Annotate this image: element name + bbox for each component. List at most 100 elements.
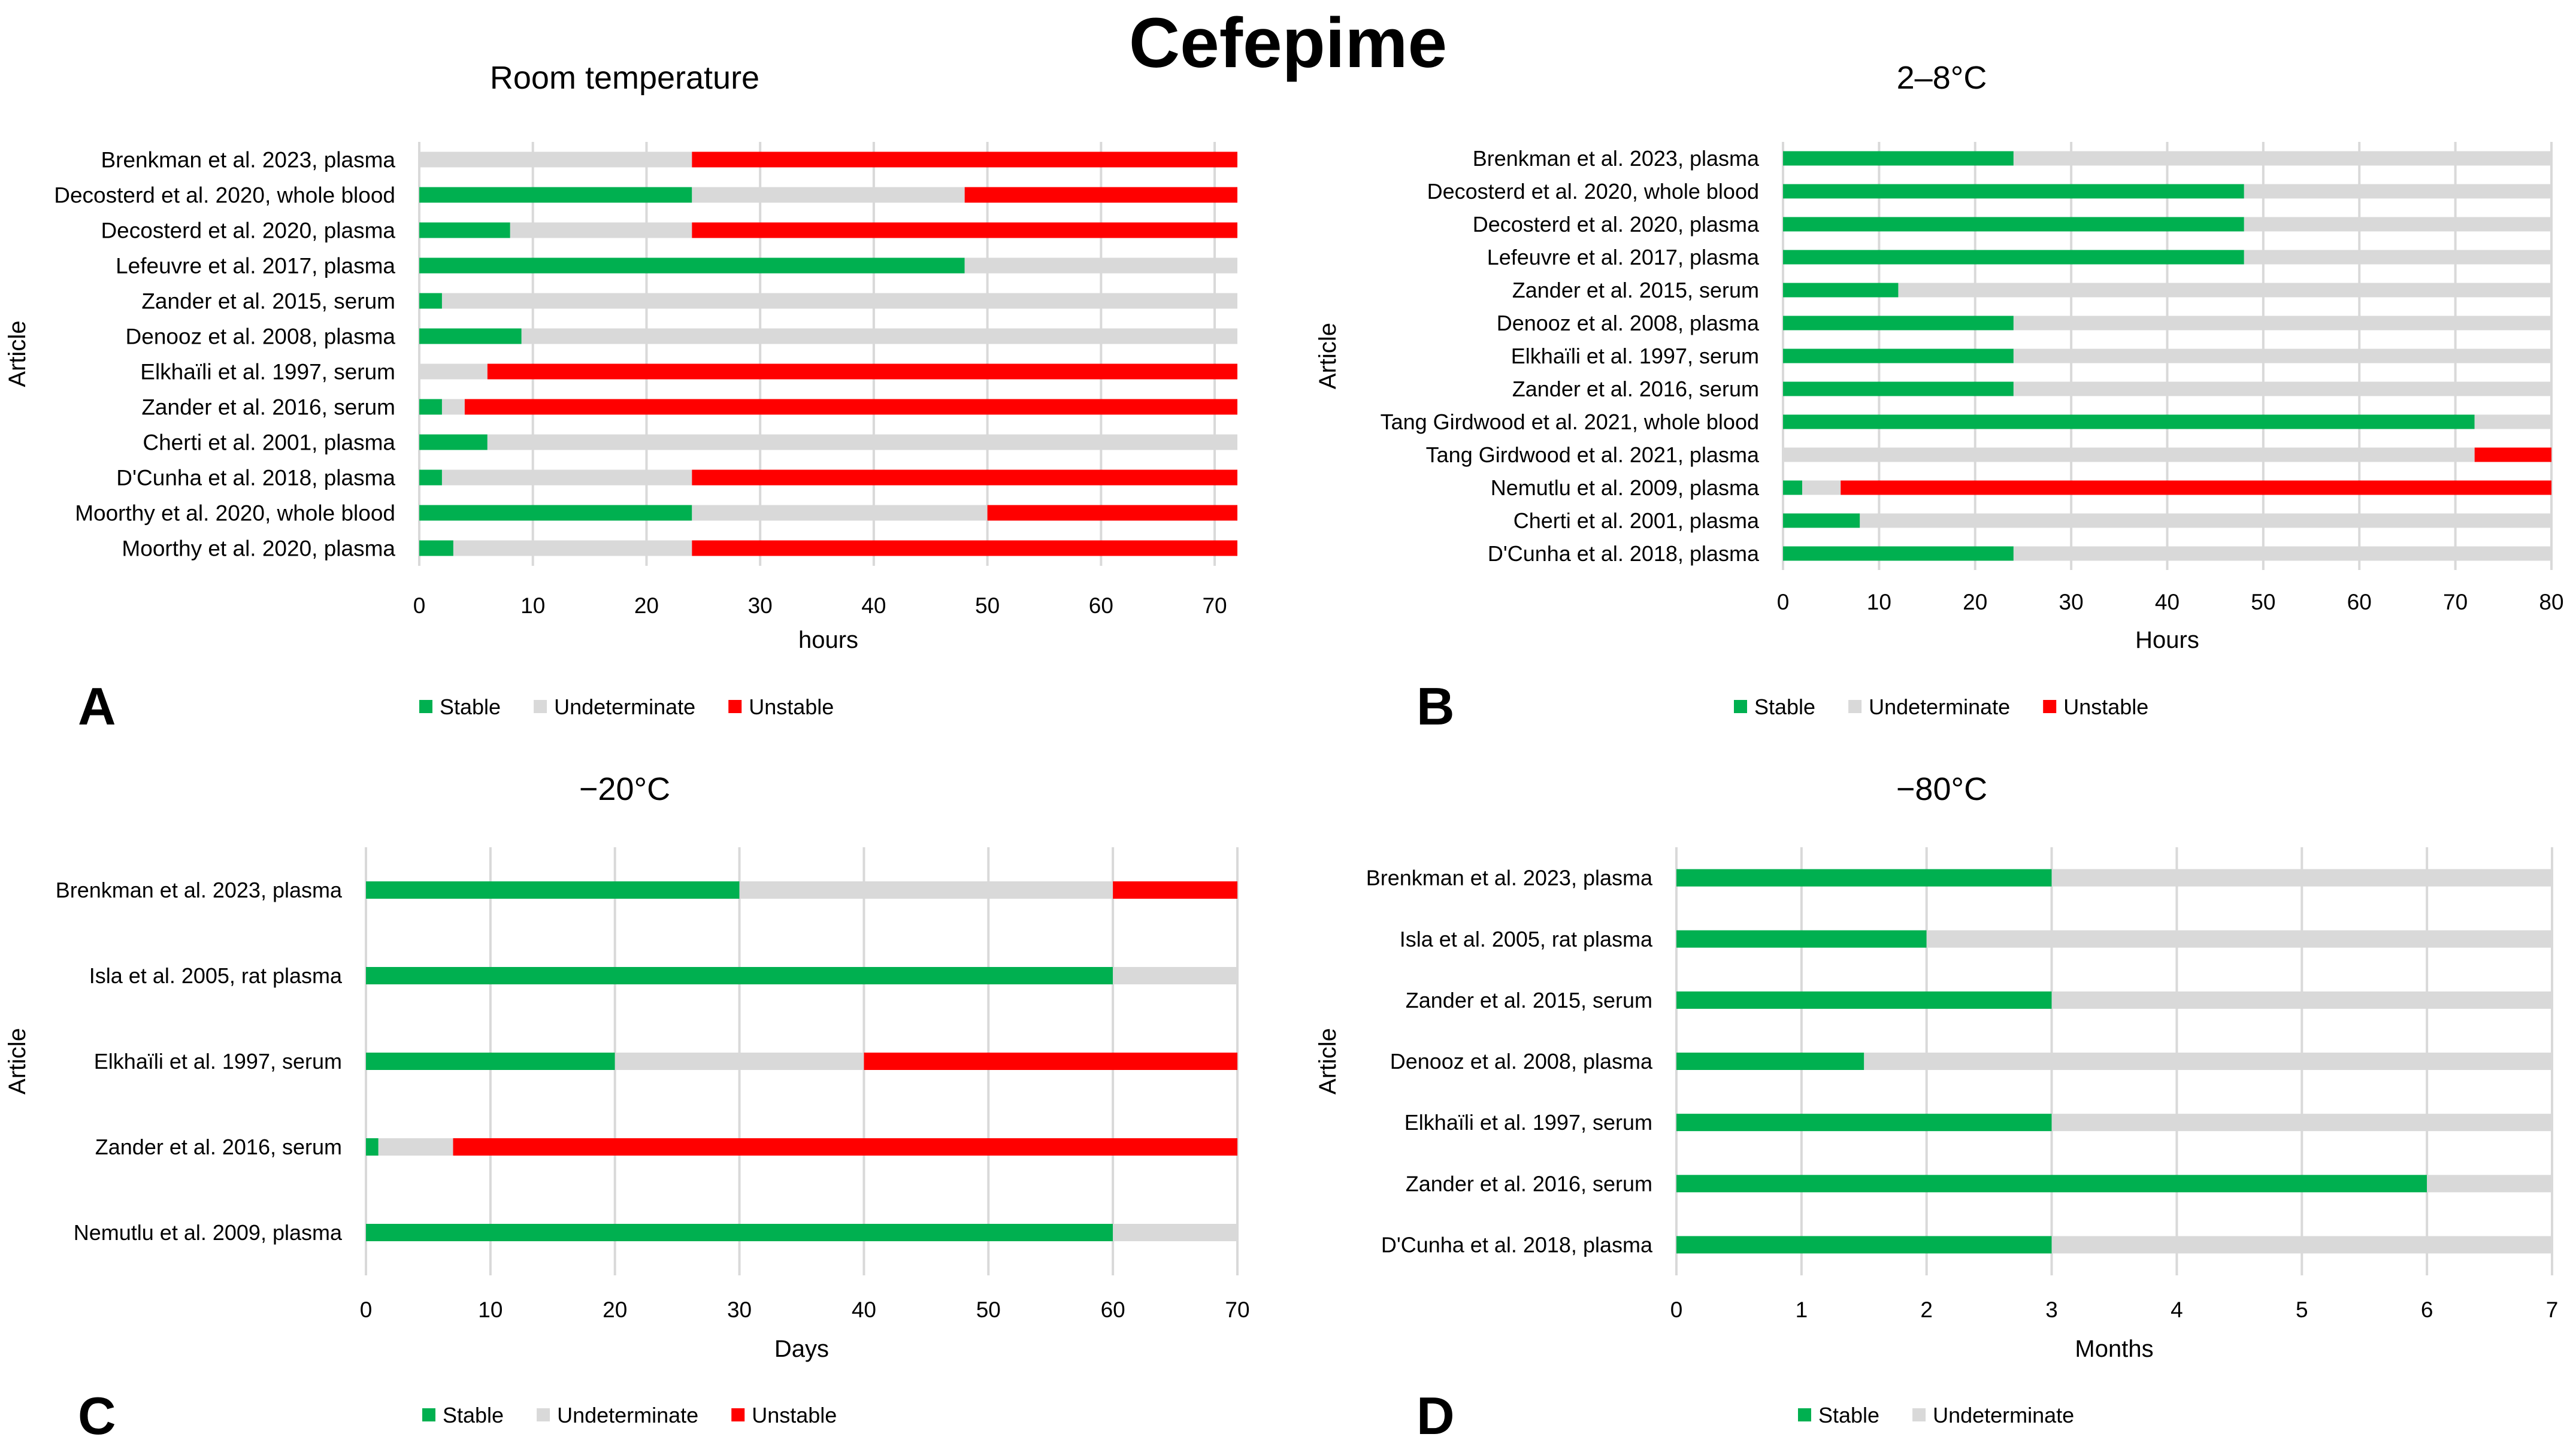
- bar-stable-5: [366, 1224, 1113, 1241]
- bar-undeterminate-2: [1926, 930, 2552, 948]
- legend-label-stable: Stable: [1754, 695, 1815, 719]
- bar-undeterminate-6: [521, 328, 1237, 344]
- category-label: Brenkman et al. 2023, plasma: [1473, 146, 1760, 171]
- bar-undeterminate-5: [2051, 1114, 2552, 1132]
- category-label: Denooz et al. 2008, plasma: [1497, 311, 1760, 335]
- panel-label: D: [1416, 1386, 1455, 1440]
- category-label: Tang Girdwood et al. 2021, plasma: [1426, 442, 1760, 467]
- bar-stable-6: [1783, 316, 2014, 331]
- x-axis-label: Hours: [2135, 627, 2199, 653]
- bar-undeterminate-5: [441, 293, 1237, 309]
- bar-stable-6: [1676, 1175, 2427, 1193]
- category-label: Elkhaïli et al. 1997, serum: [140, 359, 395, 384]
- bar-stable-11: [419, 505, 692, 521]
- panel-label: B: [1416, 677, 1455, 736]
- chart-panel-D: −80°C 0 1 2 3 4 5 6 7 Months Article Brenkman et al…: [1315, 771, 2558, 1440]
- x-tick-label: 10: [478, 1297, 503, 1322]
- bar-undeterminate-3: [510, 222, 692, 238]
- bar-undeterminate-5: [1113, 1224, 1237, 1241]
- bar-unstable-3: [692, 222, 1237, 238]
- panel-label: C: [78, 1386, 116, 1440]
- bar-stable-9: [1783, 414, 2475, 429]
- bar-stable-8: [1783, 381, 2014, 396]
- bar-undeterminate-1: [2013, 151, 2551, 166]
- bar-stable-1: [366, 881, 740, 899]
- x-tick-label: 5: [2296, 1297, 2308, 1322]
- legend-label-stable: Stable: [440, 695, 501, 719]
- legend-label-undeterminate: Undeterminate: [557, 1403, 698, 1427]
- bar-unstable-4: [453, 1138, 1237, 1156]
- legend-label-undeterminate: Undeterminate: [1869, 695, 2010, 719]
- legend-label-unstable: Unstable: [749, 695, 834, 719]
- category-label: Denooz et al. 2008, plasma: [126, 324, 396, 348]
- bar-undeterminate-6: [2013, 316, 2551, 331]
- x-tick-label: 50: [976, 1297, 1001, 1322]
- bar-stable-5: [1676, 1114, 2052, 1132]
- category-label: Elkhaïli et al. 1997, serum: [1511, 344, 1759, 368]
- x-tick-label: 40: [861, 593, 886, 618]
- category-label: Moorthy et al. 2020, whole blood: [75, 501, 395, 525]
- x-tick-label: 40: [2155, 590, 2180, 614]
- category-label: Zander et al. 2015, serum: [1512, 278, 1759, 302]
- bar-undeterminate-4: [2244, 250, 2551, 265]
- x-tick-label: 6: [2421, 1297, 2433, 1322]
- bar-stable-2: [366, 967, 1113, 984]
- legend-label-unstable: Unstable: [752, 1403, 837, 1427]
- bar-stable-1: [1676, 869, 2052, 887]
- bar-stable-2: [1676, 930, 1927, 948]
- x-tick-label: 60: [1089, 593, 1113, 618]
- bar-unstable-10: [692, 469, 1237, 486]
- bar-undeterminate-3: [615, 1053, 864, 1070]
- bar-undeterminate-2: [2244, 184, 2551, 199]
- legend-swatch-unstable: [2043, 700, 2057, 713]
- bar-unstable-7: [487, 363, 1238, 380]
- bar-undeterminate-3: [2244, 217, 2551, 232]
- category-label: Decosterd et al. 2020, whole blood: [54, 183, 395, 207]
- y-axis-label: Article: [1315, 323, 1341, 389]
- legend-swatch-undeterminate: [537, 1408, 550, 1421]
- category-label: Decosterd et al. 2020, plasma: [101, 218, 395, 242]
- x-axis-label: Months: [2075, 1336, 2153, 1362]
- category-label: Nemutlu et al. 2009, plasma: [1491, 475, 1760, 500]
- category-label: Moorthy et al. 2020, plasma: [122, 536, 395, 560]
- y-axis-label: Article: [1315, 1028, 1341, 1095]
- bar-stable-9: [419, 434, 488, 450]
- bar-undeterminate-11: [1802, 480, 1841, 495]
- bar-undeterminate-10: [441, 469, 692, 486]
- bar-stable-7: [1676, 1236, 2052, 1254]
- y-axis-label: Article: [4, 320, 31, 387]
- bar-unstable-3: [864, 1053, 1237, 1070]
- bar-undeterminate-7: [2013, 348, 2551, 363]
- x-tick-label: 30: [2059, 590, 2084, 614]
- category-label: Decosterd et al. 2020, plasma: [1473, 212, 1760, 237]
- x-tick-label: 3: [2045, 1297, 2058, 1322]
- x-tick-label: 80: [2539, 590, 2563, 614]
- category-label: Elkhaïli et al. 1997, serum: [94, 1049, 342, 1074]
- bar-undeterminate-8: [2013, 381, 2551, 396]
- bar-unstable-11: [987, 505, 1237, 521]
- bar-undeterminate-6: [2427, 1175, 2552, 1193]
- bar-undeterminate-1: [2051, 869, 2552, 887]
- bar-undeterminate-7: [419, 363, 488, 380]
- category-label: Zander et al. 2015, serum: [1406, 988, 1652, 1012]
- category-label: Brenkman et al. 2023, plasma: [101, 147, 395, 172]
- x-tick-label: 7: [2546, 1297, 2559, 1322]
- chart-panel-C: −20°C 0 10 20 30 40 50 60 70 Days Article Brenkman …: [4, 771, 1250, 1440]
- bar-undeterminate-10: [1783, 447, 2475, 462]
- x-tick-label: 40: [852, 1297, 876, 1322]
- bar-unstable-8: [464, 399, 1237, 415]
- x-tick-label: 50: [2251, 590, 2275, 614]
- x-tick-label: 30: [727, 1297, 752, 1322]
- category-label: Zander et al. 2016, serum: [1512, 377, 1759, 401]
- legend-swatch-unstable: [731, 1408, 745, 1421]
- bar-unstable-10: [2474, 447, 2551, 462]
- bar-undeterminate-13: [2013, 546, 2551, 561]
- bar-stable-8: [419, 399, 442, 415]
- category-label: Zander et al. 2016, serum: [95, 1135, 342, 1159]
- bar-unstable-1: [692, 151, 1237, 168]
- bar-unstable-1: [1113, 881, 1237, 899]
- category-label: Elkhaïli et al. 1997, serum: [1404, 1110, 1652, 1135]
- bar-stable-4: [1676, 1053, 1864, 1070]
- bar-undeterminate-12: [453, 540, 692, 556]
- category-label: Zander et al. 2016, serum: [1406, 1171, 1652, 1196]
